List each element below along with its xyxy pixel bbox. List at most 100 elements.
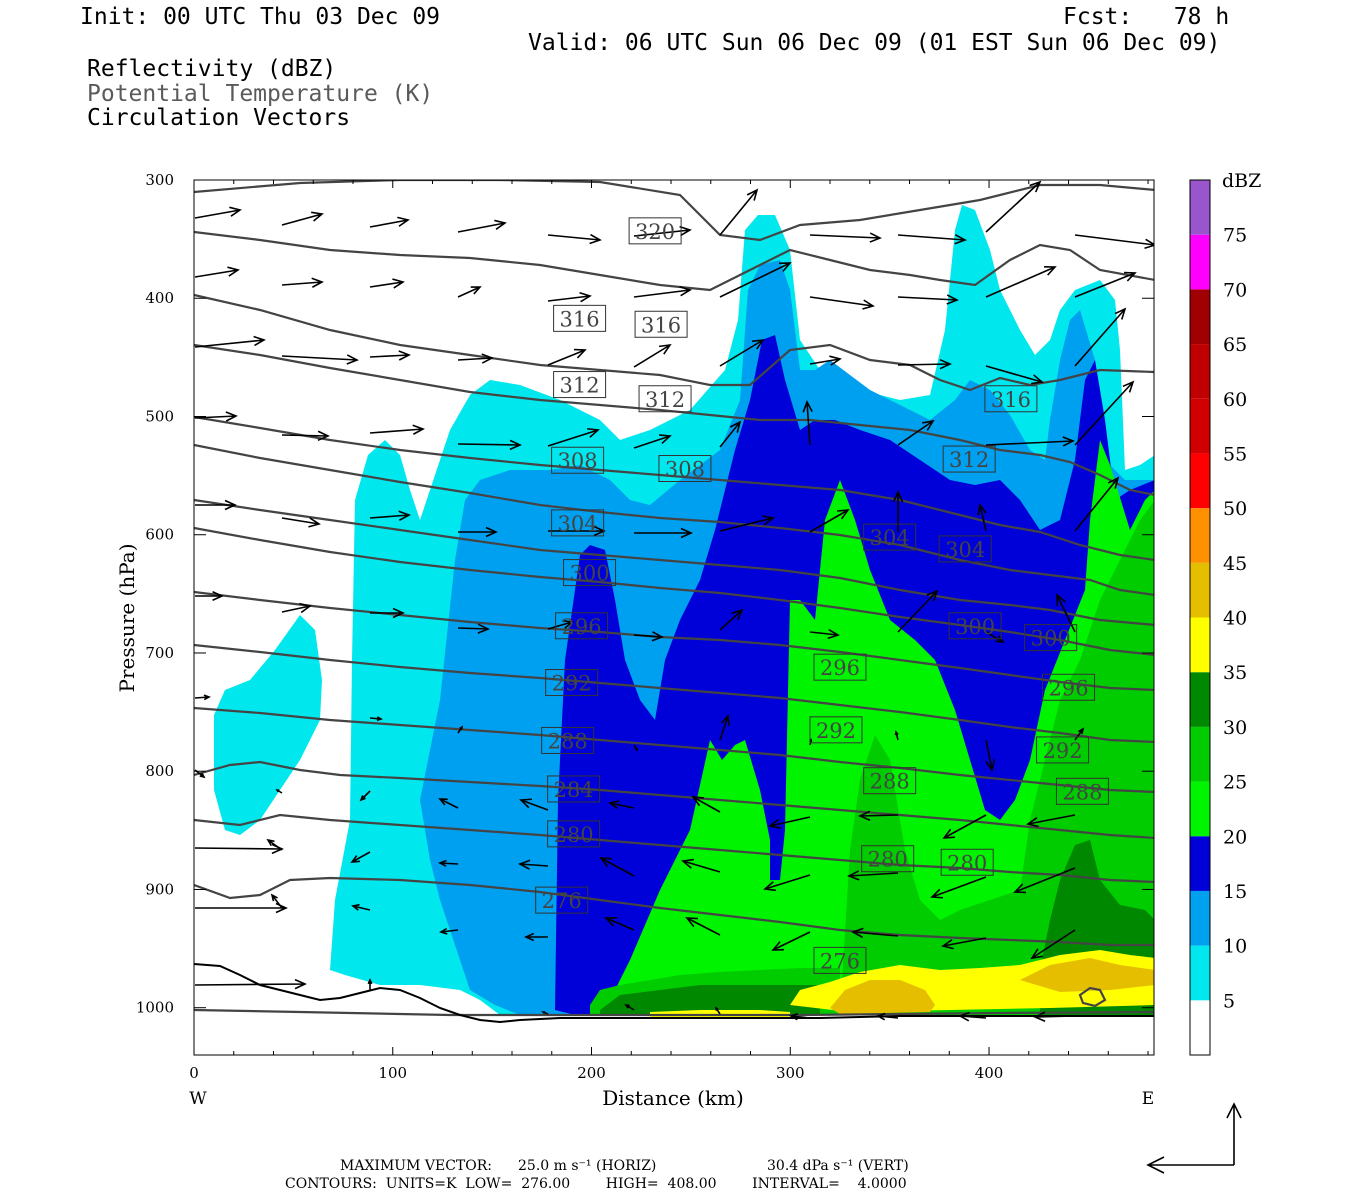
terrain-line [194, 963, 1154, 1024]
circulation-vector [1033, 1011, 1076, 1022]
contour-label: 288 [1062, 780, 1102, 804]
contour-label: 300 [569, 562, 609, 586]
colorbar-label: 25 [1223, 772, 1247, 794]
y-tick-label: 300 [145, 171, 174, 189]
contour-label: 276 [820, 949, 860, 973]
circulation-vector [195, 902, 288, 914]
y-tick-label: 800 [145, 762, 174, 780]
circulation-vector [194, 206, 242, 219]
circulation-vector [802, 400, 813, 446]
circulation-vector [633, 286, 692, 298]
circulation-vector [369, 424, 425, 435]
circulation-vector [876, 1012, 899, 1021]
colorbar-segment-55 [1190, 398, 1210, 454]
colorbar-label: 5 [1223, 990, 1235, 1012]
contour-label: 312 [949, 448, 989, 472]
colorbar-label: 30 [1223, 717, 1247, 739]
colorbar-segment-30 [1190, 672, 1210, 727]
contour-label-box [547, 775, 601, 803]
circulation-vector [194, 694, 211, 701]
circulation-vector [624, 1003, 635, 1011]
contour-label-box [547, 820, 601, 848]
contour-label: 304 [870, 526, 910, 550]
circulation-vector [547, 291, 592, 303]
contour-label: 296 [1048, 676, 1088, 700]
colorbar-segment-70 [1190, 234, 1210, 290]
colorbar-label: 65 [1223, 334, 1247, 356]
circulation-vector [457, 623, 490, 634]
contour-label: 292 [816, 719, 856, 743]
circulation-vector [547, 427, 600, 447]
circulation-vector [897, 358, 952, 370]
x-axis: 0 100 200 300 400 [189, 180, 1149, 1082]
colorbar-segment-40 [1190, 562, 1210, 618]
circulation-vector [457, 725, 464, 734]
contour-label: 288 [870, 770, 910, 794]
reference-vector [1146, 1102, 1242, 1174]
contour-label-box [658, 455, 712, 483]
contour-label: 280 [554, 823, 594, 847]
circulation-vector [897, 294, 959, 305]
circulation-vector [1013, 867, 1076, 894]
y-tick-label: 400 [145, 289, 174, 307]
circulation-vector [985, 266, 1057, 298]
circulation-vector [941, 937, 987, 950]
contour-label-box [1036, 736, 1090, 764]
plot-area: 320 316 316 316 312 312 312 308 308 304 304 304 300 3… [194, 180, 1154, 1055]
circulation-vector [281, 277, 324, 288]
circulation-vector [894, 730, 899, 741]
colorbar-segment-15 [1190, 836, 1210, 891]
contour-label: 312 [645, 388, 685, 412]
y-tick-label: 700 [145, 644, 174, 662]
contour-label: 316 [560, 307, 600, 331]
y-axis: 300 400 500 600 700 800 900 1000 [136, 171, 1154, 1017]
circulation-vector [281, 602, 312, 614]
contour-label-box [984, 385, 1038, 413]
x-axis-title: Distance (km) [602, 1086, 744, 1110]
x-tick-label: 200 [577, 1064, 606, 1082]
circulation-vector [809, 232, 882, 243]
reference-vector-vertical [1226, 1102, 1242, 1165]
circulation-vector [897, 419, 935, 446]
plot-frame [193, 179, 1155, 1056]
y-tick-label: 500 [145, 407, 174, 425]
colorbar-segment-5 [1190, 945, 1210, 1001]
circulation-vector [714, 1006, 721, 1015]
colorbar-frame [1189, 179, 1211, 1056]
contour-label: 292 [1043, 739, 1083, 763]
colorbar-label: 45 [1223, 553, 1247, 575]
contour-label: 296 [562, 615, 602, 639]
colorbar-segment-35 [1190, 617, 1210, 673]
circulation-vector [685, 917, 721, 936]
circulation-vector [370, 607, 405, 619]
contour-label-box [545, 669, 599, 697]
dbz-region-40 [830, 980, 935, 1014]
circulation-vector [369, 278, 405, 289]
contour-label-box [638, 385, 692, 413]
circulation-vector [942, 814, 987, 839]
contour-label-box [563, 559, 617, 587]
theta-contour-line [194, 1008, 1154, 1017]
circulation-vector [691, 796, 721, 813]
circulation-vector [604, 917, 635, 931]
colorbar-label: 55 [1223, 443, 1247, 465]
reference-vector-horizontal [1146, 1156, 1234, 1174]
contour-label-box [940, 848, 994, 876]
circulation-vector [719, 420, 742, 448]
circulation-vector [1026, 814, 1076, 828]
circulation-vector [281, 517, 321, 528]
contour-label: 280 [947, 851, 987, 875]
circulation-vector [270, 893, 283, 909]
field-potential-temperature: Potential Temperature (K) [87, 81, 434, 107]
theta-contour-line [194, 760, 1154, 840]
circulation-vector [985, 631, 1005, 643]
contour-label-box [1024, 624, 1078, 652]
circulation-vector [599, 857, 635, 877]
circulation-vector [457, 219, 507, 233]
colorbar-label: 20 [1223, 826, 1247, 848]
circulation-vector [194, 266, 240, 278]
circulation-vector [897, 234, 967, 245]
contour-label: 308 [558, 449, 598, 473]
theta-contours [194, 180, 1154, 1017]
circulation-vector [1074, 727, 1085, 741]
